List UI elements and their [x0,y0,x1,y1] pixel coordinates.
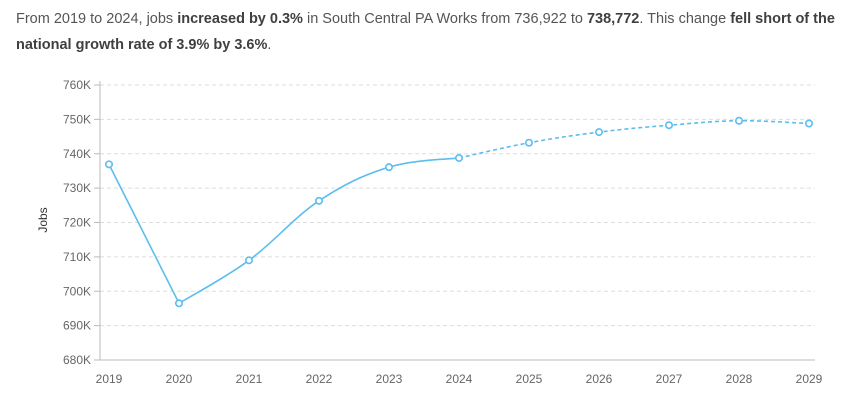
x-tick-label: 2028 [726,372,753,386]
y-tick-label: 750K [63,112,91,126]
data-point[interactable] [384,163,393,172]
chart-summary: From 2019 to 2024, jobs increased by 0.3… [16,6,846,58]
data-point[interactable] [314,196,323,205]
summary-text: . This change [639,11,731,27]
y-tick-label: 740K [63,147,91,161]
data-point[interactable] [175,299,184,308]
y-tick-label: 720K [63,216,91,230]
summary-text: in South Central PA Works from 736,922 t… [302,11,587,27]
y-tick-label: 710K [63,250,91,264]
x-tick-label: 2029 [796,372,823,386]
data-point[interactable] [105,160,114,169]
x-tick-label: 2023 [376,372,403,386]
series-lines [108,119,810,305]
summary-highlight-jobs: 738,772 [586,11,640,27]
summary-text: From 2019 to 2024, jobs [16,11,178,27]
data-point[interactable] [454,153,463,162]
data-point[interactable] [594,128,603,137]
summary-highlight-comparison: fell short of the national growth rate o… [16,11,835,53]
y-tick-label: 690K [63,319,91,333]
y-tick-label: 760K [63,78,91,92]
data-point[interactable] [664,121,673,130]
x-tick-label: 2022 [306,372,333,386]
x-tick-label: 2025 [516,372,543,386]
data-point[interactable] [734,116,743,125]
y-tick-label: 730K [63,181,91,195]
data-point[interactable] [804,119,813,128]
series-line-actual [108,157,460,305]
y-tick-label: 700K [63,284,91,298]
series-line-projected [458,119,810,159]
x-tick-label: 2024 [446,372,473,386]
x-tick-label: 2020 [166,372,193,386]
data-points [105,116,813,308]
grid [100,84,815,327]
y-tick-label: 680K [63,353,91,367]
x-tick-label: 2021 [236,372,263,386]
x-tick-label: 2019 [96,372,123,386]
summary-highlight-growth: increased by 0.3% [177,11,303,27]
y-axis-title: Jobs [36,207,50,232]
summary-text: . [267,37,272,53]
axes: 680K 690K 700K 710K 720K 730K 740K 750K 760K 2019… [63,78,823,386]
data-point[interactable] [524,138,533,147]
x-tick-label: 2027 [656,372,683,386]
x-tick-label: 2026 [586,372,613,386]
data-point[interactable] [245,256,254,265]
